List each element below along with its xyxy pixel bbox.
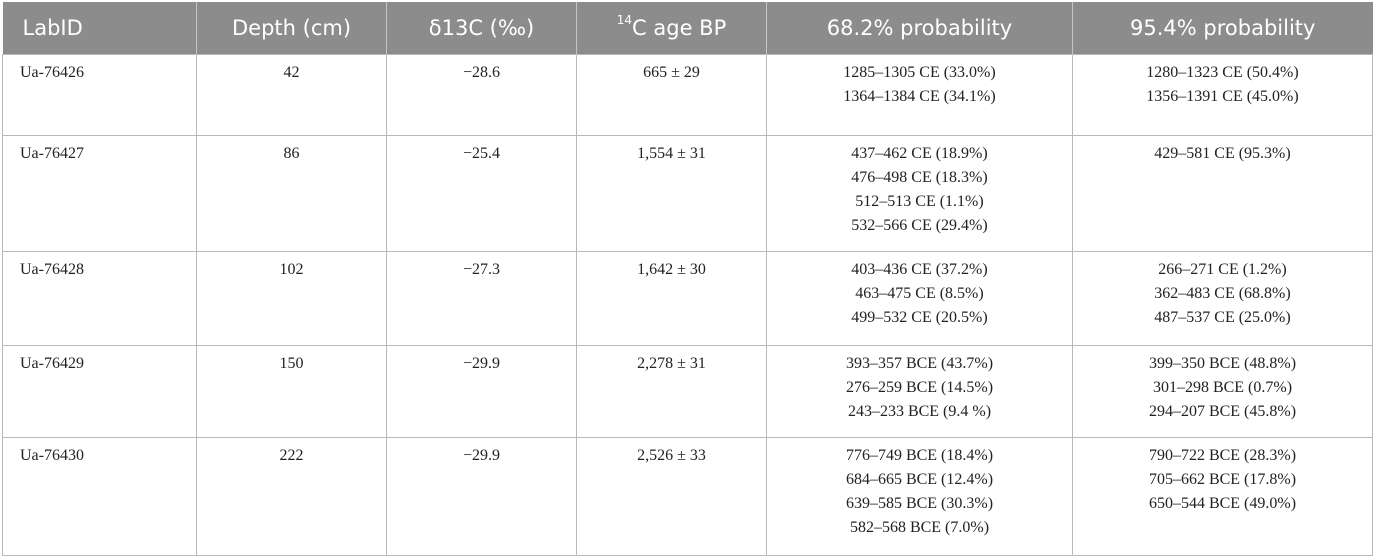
header-depth: Depth (cm) [196,2,387,55]
cell-p68: 776–749 BCE (18.4%) 684–665 BCE (12.4%) … [766,437,1073,556]
cell-depth: 86 [196,135,387,252]
cell-d13c: −29.9 [386,437,577,556]
cell-d13c: −29.9 [386,345,577,438]
cell-labid: Ua-76427 [2,135,197,252]
p68-range: 476–498 CE (18.3%) [851,169,988,186]
cell-p95: 790–722 BCE (28.3%) 705–662 BCE (17.8%) … [1072,437,1373,556]
p95-range: 301–298 BCE (0.7%) [1152,379,1293,396]
table-row: Ua-76430 222 −29.9 2,526 ± 33 776–749 BC… [2,437,1373,556]
p95-range: 1356–1391 CE (45.0%) [1146,88,1299,105]
cell-age: 2,526 ± 33 [576,437,767,556]
cell-age: 1,554 ± 31 [576,135,767,252]
p95-range: 487–537 CE (25.0%) [1154,309,1291,326]
p95-range: 266–271 CE (1.2%) [1158,261,1287,278]
cell-labid: Ua-76426 [2,54,197,136]
header-row: LabID Depth (cm) δ13C (‰) 14C age BP 68.… [2,2,1373,55]
p68-range: 639–585 BCE (30.3%) [845,495,994,512]
p68-range: 403–436 CE (37.2%) [851,261,988,278]
cell-p95: 1280–1323 CE (50.4%) 1356–1391 CE (45.0%… [1072,54,1373,136]
cell-depth: 102 [196,251,387,346]
cell-depth: 42 [196,54,387,136]
cell-age: 2,278 ± 31 [576,345,767,438]
table-row: Ua-76427 86 −25.4 1,554 ± 31 437–462 CE … [2,135,1373,252]
header-age-label: C age BP [632,16,727,40]
header-age: 14C age BP [576,2,767,55]
p95-range: 1280–1323 CE (50.4%) [1146,64,1299,81]
p68-range: 684–665 BCE (12.4%) [845,471,994,488]
cell-depth: 150 [196,345,387,438]
cell-labid: Ua-76428 [2,251,197,346]
p95-range: 705–662 BCE (17.8%) [1148,471,1297,488]
p68-range: 499–532 CE (20.5%) [851,309,988,326]
cell-p68: 403–436 CE (37.2%) 463–475 CE (8.5%) 499… [766,251,1073,346]
cell-p68: 437–462 CE (18.9%) 476–498 CE (18.3%) 51… [766,135,1073,252]
p95-range: 399–350 BCE (48.8%) [1148,355,1297,372]
table-header: LabID Depth (cm) δ13C (‰) 14C age BP 68.… [2,2,1373,55]
cell-p95: 399–350 BCE (48.8%) 301–298 BCE (0.7%) 2… [1072,345,1373,438]
cell-d13c: −27.3 [386,251,577,346]
p68-range: 437–462 CE (18.9%) [851,145,988,162]
cell-age: 665 ± 29 [576,54,767,136]
p68-range: 243–233 BCE (9.4 %) [847,403,992,420]
p68-range: 532–566 CE (29.4%) [851,217,988,234]
p68-range: 1364–1384 CE (34.1%) [843,88,996,105]
p68-range: 276–259 BCE (14.5%) [845,379,994,396]
p95-range: 650–544 BCE (49.0%) [1148,495,1297,512]
table-body: Ua-76426 42 −28.6 665 ± 29 1285–1305 CE … [2,54,1373,556]
p68-range: 776–749 BCE (18.4%) [845,447,994,464]
cell-p95: 266–271 CE (1.2%) 362–483 CE (68.8%) 487… [1072,251,1373,346]
header-labid: LabID [2,2,197,55]
header-d13c: δ13C (‰) [386,2,577,55]
cell-labid: Ua-76429 [2,345,197,438]
p68-range: 393–357 BCE (43.7%) [845,355,994,372]
table-row: Ua-76426 42 −28.6 665 ± 29 1285–1305 CE … [2,54,1373,136]
cell-d13c: −25.4 [386,135,577,252]
cell-d13c: −28.6 [386,54,577,136]
p68-range: 512–513 CE (1.1%) [855,193,984,210]
p95-range: 294–207 BCE (45.8%) [1148,403,1297,420]
table-row: Ua-76429 150 −29.9 2,278 ± 31 393–357 BC… [2,345,1373,438]
header-p95: 95.4% probability [1072,2,1373,55]
p68-range: 1285–1305 CE (33.0%) [843,64,996,81]
cell-p68: 1285–1305 CE (33.0%) 1364–1384 CE (34.1%… [766,54,1073,136]
cell-p68: 393–357 BCE (43.7%) 276–259 BCE (14.5%) … [766,345,1073,438]
p95-range: 362–483 CE (68.8%) [1154,285,1291,302]
cell-p95: 429–581 CE (95.3%) [1072,135,1373,252]
p95-range: 429–581 CE (95.3%) [1154,145,1291,162]
cell-age: 1,642 ± 30 [576,251,767,346]
p95-range: 790–722 BCE (28.3%) [1148,447,1297,464]
p68-range: 463–475 CE (8.5%) [855,285,984,302]
p68-range: 582–568 BCE (7.0%) [849,519,990,536]
header-age-superscript: 14 [616,13,633,27]
table-row: Ua-76428 102 −27.3 1,642 ± 30 403–436 CE… [2,251,1373,346]
cell-labid: Ua-76430 [2,437,197,556]
header-p68: 68.2% probability [766,2,1073,55]
cell-depth: 222 [196,437,387,556]
